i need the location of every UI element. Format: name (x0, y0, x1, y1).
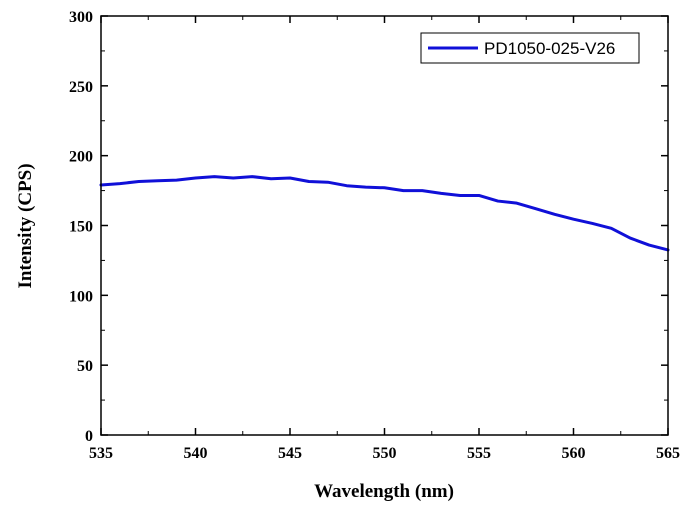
x-tick-label: 550 (373, 445, 397, 462)
y-axis-title: Intensity (CPS) (15, 163, 36, 288)
x-axis-title: Wavelength (nm) (314, 481, 454, 502)
y-tick-label: 100 (69, 288, 93, 305)
plot-frame (100, 15, 669, 436)
series-layer (99, 175, 670, 252)
legend: PD1050-025-V26 (420, 32, 640, 64)
x-tick-label: 555 (467, 445, 491, 462)
legend-label: PD1050-025-V26 (484, 39, 615, 58)
series-line (99, 175, 670, 252)
x-tick-label: 540 (184, 445, 208, 462)
x-tick-label: 535 (89, 445, 113, 462)
x-tick-label: 565 (656, 445, 680, 462)
y-tick-label: 300 (69, 9, 93, 26)
x-tick-label: 545 (278, 445, 302, 462)
y-tick-label: 50 (77, 358, 93, 375)
ticks-layer (100, 15, 669, 436)
labels-layer: 535 540 545 550 555 560 565 0 50 100 150 200 250 300 (69, 9, 680, 462)
y-tick-label: 200 (69, 149, 93, 166)
y-tick-label: 150 (69, 219, 93, 236)
y-tick-label: 0 (85, 428, 93, 445)
y-tick-label: 250 (69, 79, 93, 96)
x-tick-label: 560 (562, 445, 586, 462)
